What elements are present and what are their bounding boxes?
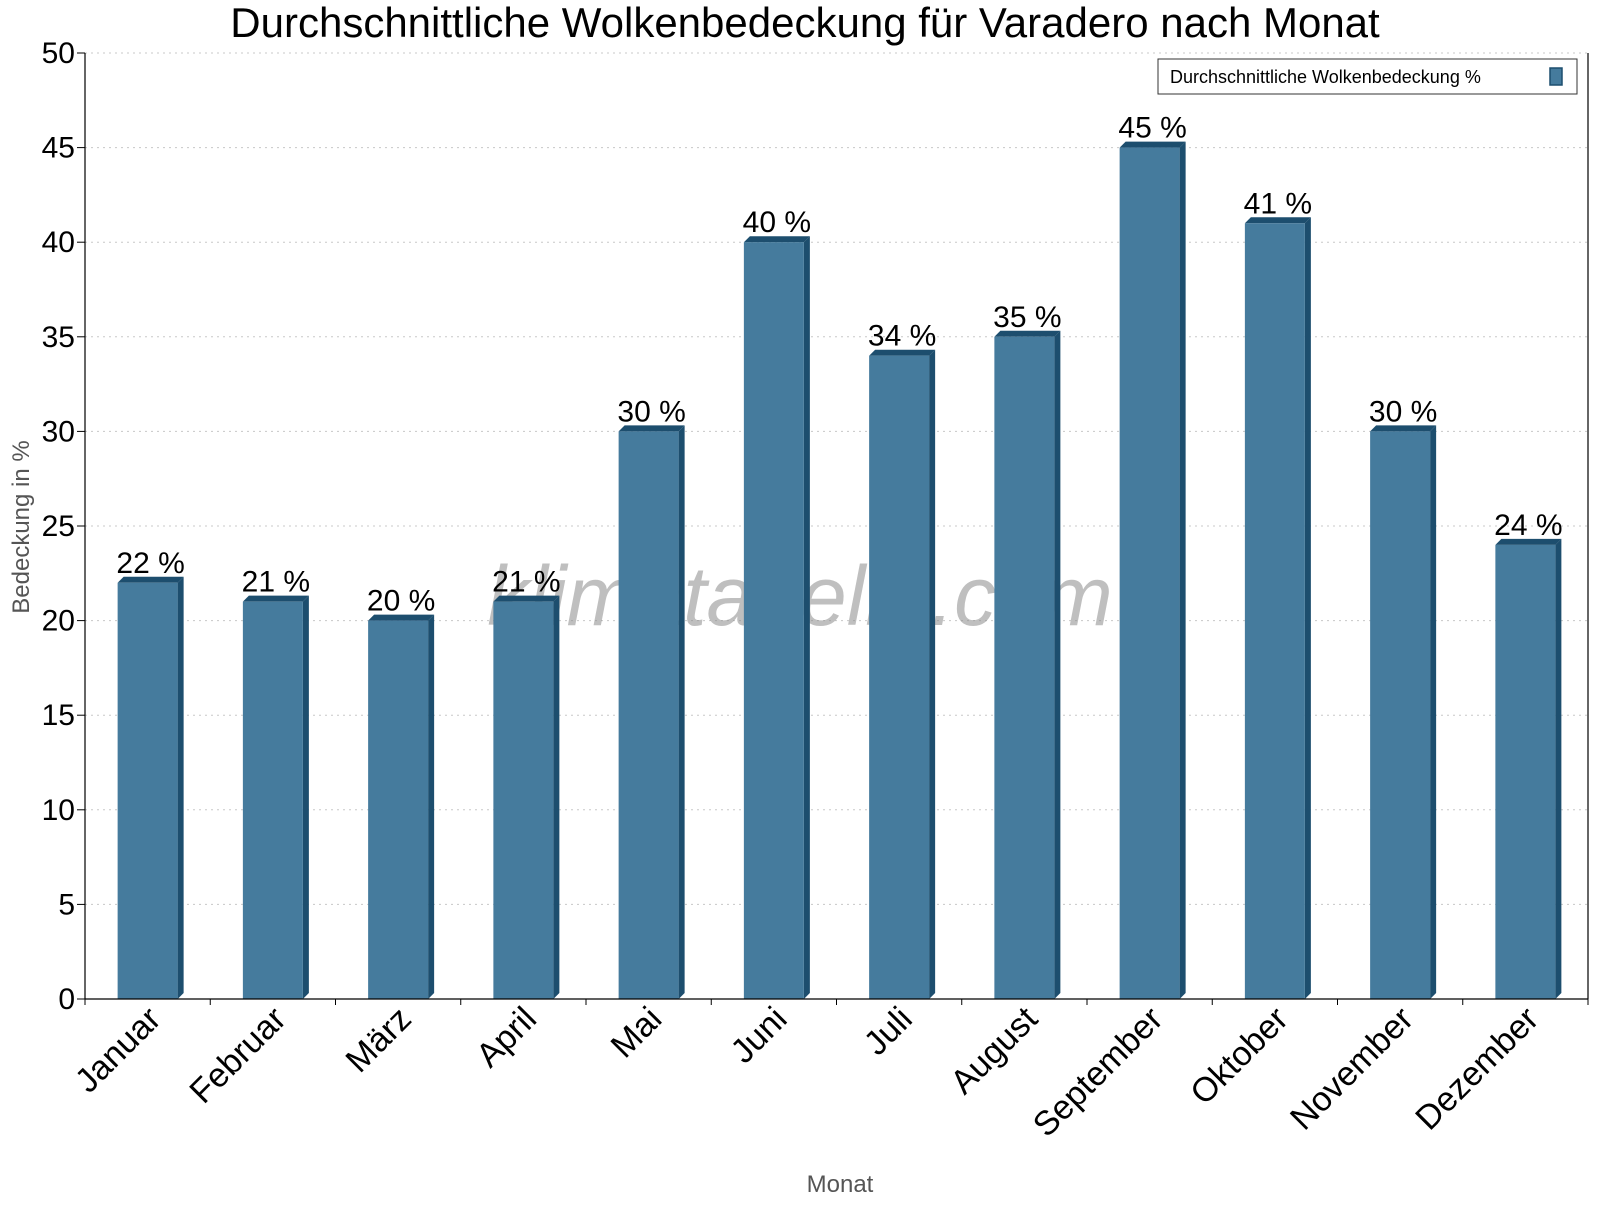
bar-side <box>1430 425 1437 999</box>
bar-value-label: 20 % <box>367 585 435 618</box>
y-tick-label: 5 <box>58 888 75 921</box>
legend-swatch <box>1549 67 1563 86</box>
bar-side <box>177 576 184 999</box>
bar-group-3 <box>493 595 560 999</box>
y-tick-label: 20 <box>42 605 75 638</box>
bar-top <box>618 425 685 432</box>
legend-label: Durchschnittliche Wolkenbedeckung % <box>1170 67 1481 87</box>
bar-group-6 <box>869 349 936 1000</box>
bar-value-label: 41 % <box>1244 187 1312 220</box>
bar-group-10 <box>1370 425 1437 999</box>
y-tick-label: 45 <box>42 132 75 165</box>
bar-group-7 <box>994 330 1061 999</box>
bar-group-5 <box>743 236 810 999</box>
bar-top <box>1370 425 1437 432</box>
bar-value-label: 30 % <box>1369 395 1437 428</box>
x-tick-label: Dezember <box>1408 1000 1546 1138</box>
bar-top <box>1244 217 1311 224</box>
x-tick-label: August <box>943 999 1045 1101</box>
bar-side <box>553 595 560 999</box>
y-tick-label: 35 <box>42 321 75 354</box>
y-tick-label: 30 <box>42 415 75 448</box>
bar-side <box>1054 330 1061 999</box>
bar-group-0 <box>117 576 184 999</box>
x-tick-label: Oktober <box>1183 1000 1295 1112</box>
y-tick-label: 50 <box>42 37 75 70</box>
bar-value-label: 21 % <box>492 566 560 599</box>
bar <box>743 242 804 999</box>
x-axis-label: Monat <box>807 1171 874 1198</box>
bar-group-11 <box>1495 538 1562 999</box>
bar <box>368 620 429 999</box>
bar-top <box>493 595 560 602</box>
bar-side <box>1179 141 1186 1000</box>
bar-group-4 <box>618 425 685 999</box>
bar-top <box>117 576 184 583</box>
x-tick-label: September <box>1026 1000 1170 1144</box>
bar <box>618 431 679 999</box>
bar-top <box>994 330 1061 337</box>
bar-value-label: 45 % <box>1118 112 1186 145</box>
bar-group-8 <box>1119 141 1186 1000</box>
bar-side <box>1555 538 1562 999</box>
bar-top <box>743 236 810 243</box>
x-tick-label: Juni <box>724 1000 795 1071</box>
bar-side <box>428 614 435 999</box>
y-tick-label: 40 <box>42 226 75 259</box>
y-tick-label: 25 <box>42 510 75 543</box>
bar-value-label: 40 % <box>743 206 811 239</box>
bar <box>869 355 930 1000</box>
bar-value-label: 21 % <box>242 566 310 599</box>
grid-lines <box>85 52 1588 905</box>
bar-side <box>929 349 936 1000</box>
bar-side <box>302 595 309 999</box>
bar <box>1495 544 1556 999</box>
y-tick-label: 15 <box>42 699 75 732</box>
bar <box>1244 223 1305 999</box>
bar-side <box>1304 217 1311 999</box>
y-tick-label: 10 <box>42 794 75 827</box>
bar-top <box>869 349 936 356</box>
y-tick-label: 0 <box>58 983 75 1016</box>
bar <box>1370 431 1431 999</box>
bar-side <box>678 425 685 999</box>
bar <box>242 601 303 999</box>
bar-top <box>1495 538 1562 545</box>
bar-group-2 <box>368 614 435 999</box>
x-tick-label: Januar <box>68 1000 168 1100</box>
bar-top <box>242 595 309 602</box>
bar-value-label: 30 % <box>617 395 685 428</box>
bar <box>994 336 1055 999</box>
bar <box>117 582 178 999</box>
bar-group-9 <box>1244 217 1311 999</box>
bar-group-1 <box>242 595 309 999</box>
bar <box>493 601 554 999</box>
bar-top <box>1119 141 1186 148</box>
legend-box <box>1157 58 1578 95</box>
legend: Durchschnittliche Wolkenbedeckung % <box>1157 58 1578 95</box>
y-axis-ticks: 0 5 10 15 20 25 30 35 40 45 50 <box>42 37 85 1016</box>
bar-top <box>368 614 435 621</box>
x-tick-label: April <box>469 1000 544 1075</box>
bar-value-label: 34 % <box>868 320 936 353</box>
chart-title: Durchschnittliche Wolkenbedeckung für Va… <box>230 0 1380 46</box>
x-axis-ticks: Januar Februar März April Mai Juni Juli AugustS… <box>68 999 1589 1144</box>
bar-value-label: 35 % <box>993 301 1061 334</box>
x-tick-label: Februar <box>182 1000 293 1111</box>
x-tick-label: November <box>1283 1000 1421 1138</box>
x-tick-label: März <box>338 1000 418 1080</box>
bar <box>1119 147 1180 1000</box>
x-tick-label: Juli <box>857 1000 920 1063</box>
x-tick-label: Mai <box>604 1000 670 1066</box>
bar-side <box>803 236 810 999</box>
y-axis-label: Bedeckung in % <box>8 440 35 613</box>
bar-value-label: 22 % <box>116 547 184 580</box>
bars: 22 % 21 % 20 % 21 % 30 % 40 % 34 % 35 % 45 % 41 %… <box>116 112 1563 1000</box>
bar-value-label: 24 % <box>1494 509 1562 542</box>
